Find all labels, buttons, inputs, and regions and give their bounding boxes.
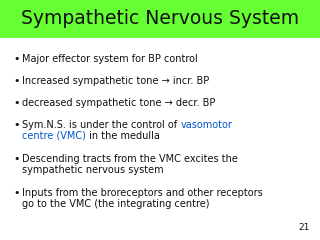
Text: •: • [13, 188, 20, 198]
Text: •: • [13, 98, 20, 108]
Text: decreased sympathetic tone → decr. BP: decreased sympathetic tone → decr. BP [22, 98, 215, 108]
Text: Sym.N.S. is under the control of: Sym.N.S. is under the control of [22, 120, 180, 130]
Text: centre (VMC): centre (VMC) [22, 131, 86, 141]
Text: in the medulla: in the medulla [86, 131, 160, 141]
Text: sympathetic nervous system: sympathetic nervous system [22, 165, 164, 175]
Text: 21: 21 [299, 223, 310, 232]
Text: Inputs from the broreceptors and other receptors: Inputs from the broreceptors and other r… [22, 188, 263, 198]
Bar [0, 0, 320, 38]
Text: Major effector system for BP control: Major effector system for BP control [22, 54, 198, 64]
Text: •: • [13, 120, 20, 130]
Text: •: • [13, 76, 20, 86]
Text: Descending tracts from the VMC excites the: Descending tracts from the VMC excites t… [22, 154, 238, 164]
Text: go to the VMC (the integrating centre): go to the VMC (the integrating centre) [22, 199, 210, 209]
Text: •: • [13, 54, 20, 64]
Text: Increased sympathetic tone → incr. BP: Increased sympathetic tone → incr. BP [22, 76, 209, 86]
Text: •: • [13, 154, 20, 164]
Text: vasomotor: vasomotor [180, 120, 232, 130]
Text: Sympathetic Nervous System: Sympathetic Nervous System [21, 10, 299, 29]
